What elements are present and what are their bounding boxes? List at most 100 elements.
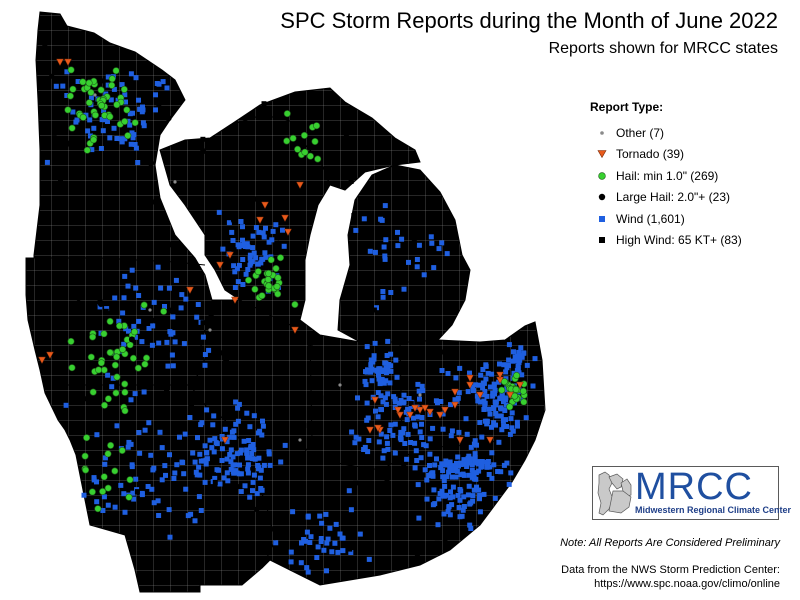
wind-report-marker <box>470 493 476 499</box>
wind-report-marker <box>367 248 373 254</box>
wind-report-marker <box>346 488 352 494</box>
wind-report-marker <box>228 459 234 465</box>
wind-report-marker <box>436 246 442 252</box>
wind-report-marker <box>532 356 538 362</box>
wind-report-marker <box>493 399 499 405</box>
tornado-report-marker <box>366 426 374 435</box>
data-source: Data from the NWS Storm Prediction Cente… <box>561 563 780 591</box>
wind-report-marker <box>63 402 69 408</box>
wind-report-marker <box>197 451 203 457</box>
wind-report-marker <box>98 146 104 151</box>
wind-report-marker <box>245 455 251 461</box>
hail-report-marker <box>79 113 87 121</box>
tornado-report-marker <box>296 181 304 190</box>
wind-report-marker <box>460 507 466 513</box>
legend-label-hail: Hail: min 1.0" (269) <box>616 168 719 183</box>
wind-report-marker <box>156 340 162 346</box>
wind-report-marker <box>416 388 422 394</box>
wind-report-marker <box>348 507 354 513</box>
wind-report-marker <box>112 504 118 510</box>
wind-report-marker <box>419 383 425 389</box>
wind-report-marker <box>141 123 147 129</box>
wind-report-marker <box>398 433 404 439</box>
wind-report-marker <box>453 466 459 471</box>
wind-report-marker <box>392 399 398 405</box>
wind-report-marker <box>413 448 419 454</box>
wind-report-marker <box>478 372 484 378</box>
wind-report-marker <box>136 430 142 435</box>
high-wind-report-marker <box>49 73 55 79</box>
wind-report-marker <box>114 136 120 141</box>
hail-report-marker <box>112 389 120 397</box>
wind-report-marker <box>166 285 172 291</box>
data-source-url[interactable]: https://www.spc.noaa.gov/climo/online <box>594 578 780 590</box>
wind-report-marker <box>382 256 388 262</box>
hail-report-marker <box>251 285 259 293</box>
legend-item-other: Other (7) <box>588 122 788 144</box>
wind-report-marker <box>235 405 241 411</box>
wind-report-marker <box>475 459 481 465</box>
large-hail-report-marker <box>200 148 207 155</box>
wind-report-marker <box>469 467 475 473</box>
wind-report-marker <box>353 227 359 233</box>
wind-report-marker <box>159 477 165 483</box>
wind-report-marker <box>349 429 355 435</box>
wind-report-marker <box>247 255 253 261</box>
wind-report-marker <box>236 401 242 407</box>
wind-report-marker <box>204 407 210 413</box>
wind-report-marker <box>448 402 453 408</box>
wind-report-marker <box>88 95 94 101</box>
wind-report-marker <box>366 438 372 443</box>
hail-report-marker <box>141 360 149 368</box>
wind-report-marker <box>260 230 266 236</box>
wind-report-marker <box>256 455 262 461</box>
wind-report-marker <box>467 522 473 528</box>
hail-report-marker <box>69 85 77 93</box>
wind-report-marker <box>439 488 445 494</box>
wind-report-marker <box>307 540 313 545</box>
wind-report-marker <box>466 472 472 478</box>
wind-report-marker <box>406 396 412 401</box>
wind-report-marker <box>498 413 504 419</box>
hail-report-marker <box>106 317 114 325</box>
wind-report-marker <box>318 539 324 544</box>
wind-report-marker <box>464 431 470 437</box>
wind-report-marker <box>472 457 478 463</box>
large-hail-report-marker <box>216 349 223 356</box>
hail-report-marker <box>124 132 132 140</box>
tornado-report-marker <box>476 391 484 400</box>
wind-report-marker <box>382 203 388 209</box>
wind-report-marker <box>452 397 458 403</box>
wind-report-marker <box>436 496 442 502</box>
high-wind-report-marker <box>343 134 349 139</box>
wind-report-marker <box>443 462 448 468</box>
wind-report-marker <box>122 509 128 515</box>
wind-report-marker <box>94 499 100 505</box>
hail-report-marker <box>121 407 129 415</box>
wind-report-marker <box>146 326 152 331</box>
wind-report-marker <box>182 431 188 437</box>
wind-report-marker <box>211 449 217 455</box>
wind-report-marker <box>185 513 191 519</box>
wind-report-marker <box>395 243 401 249</box>
tornado-report-marker <box>421 404 429 413</box>
wind-report-marker <box>408 403 414 409</box>
wind-report-marker <box>44 159 50 165</box>
high-wind-report-marker <box>447 413 453 419</box>
wind-report-marker <box>238 447 244 453</box>
wind-report-marker <box>371 353 377 359</box>
wind-report-marker <box>100 508 106 513</box>
wind-report-marker <box>472 451 478 457</box>
wind-report-marker <box>395 229 400 235</box>
hail-report-marker <box>143 354 151 362</box>
high-wind-report-marker <box>103 308 109 314</box>
wind-report-marker <box>481 407 487 412</box>
high-wind-report-marker <box>353 480 359 486</box>
wind-report-marker <box>192 459 198 465</box>
wind-report-marker <box>450 494 456 500</box>
wind-report-marker <box>433 398 439 404</box>
tornado-report-marker <box>256 216 264 225</box>
wind-report-marker <box>427 436 433 442</box>
wind-report-marker <box>280 227 285 233</box>
preliminary-note: Note: All Reports Are Considered Prelimi… <box>560 537 780 549</box>
